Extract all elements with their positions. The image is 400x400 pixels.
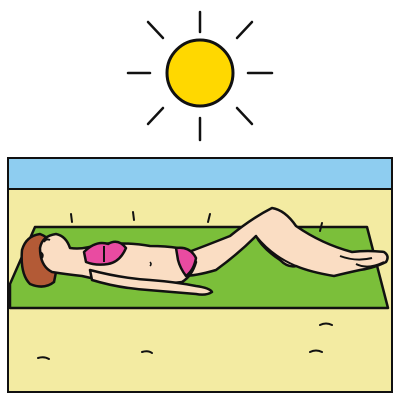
eye bbox=[43, 238, 51, 243]
sunbathing-woman-icon bbox=[20, 206, 389, 296]
sun-disc bbox=[165, 38, 235, 108]
heat-mark bbox=[70, 213, 73, 223]
heat-mark bbox=[207, 213, 211, 223]
sand-speck bbox=[319, 322, 333, 326]
sun-rays bbox=[126, 10, 274, 142]
sand-specks bbox=[37, 322, 333, 360]
sun-icon bbox=[126, 10, 274, 142]
bikini-bottom bbox=[174, 246, 198, 278]
heat-mark bbox=[132, 211, 135, 221]
leg-crease bbox=[339, 255, 373, 261]
sun-ray bbox=[235, 106, 254, 126]
nose bbox=[39, 251, 44, 259]
arm bbox=[88, 268, 214, 296]
leg-crease bbox=[255, 235, 297, 267]
sand-speck bbox=[37, 356, 50, 360]
sun-ray bbox=[146, 106, 165, 126]
sea-strip bbox=[7, 157, 393, 191]
foot-line bbox=[355, 261, 385, 268]
heat-mark bbox=[319, 222, 323, 232]
sand-speck bbox=[141, 350, 153, 354]
sun-ray bbox=[146, 20, 165, 40]
sun-ray bbox=[235, 20, 254, 40]
sand-speck bbox=[309, 349, 323, 353]
heat-marks bbox=[70, 211, 323, 232]
navel bbox=[149, 261, 152, 267]
